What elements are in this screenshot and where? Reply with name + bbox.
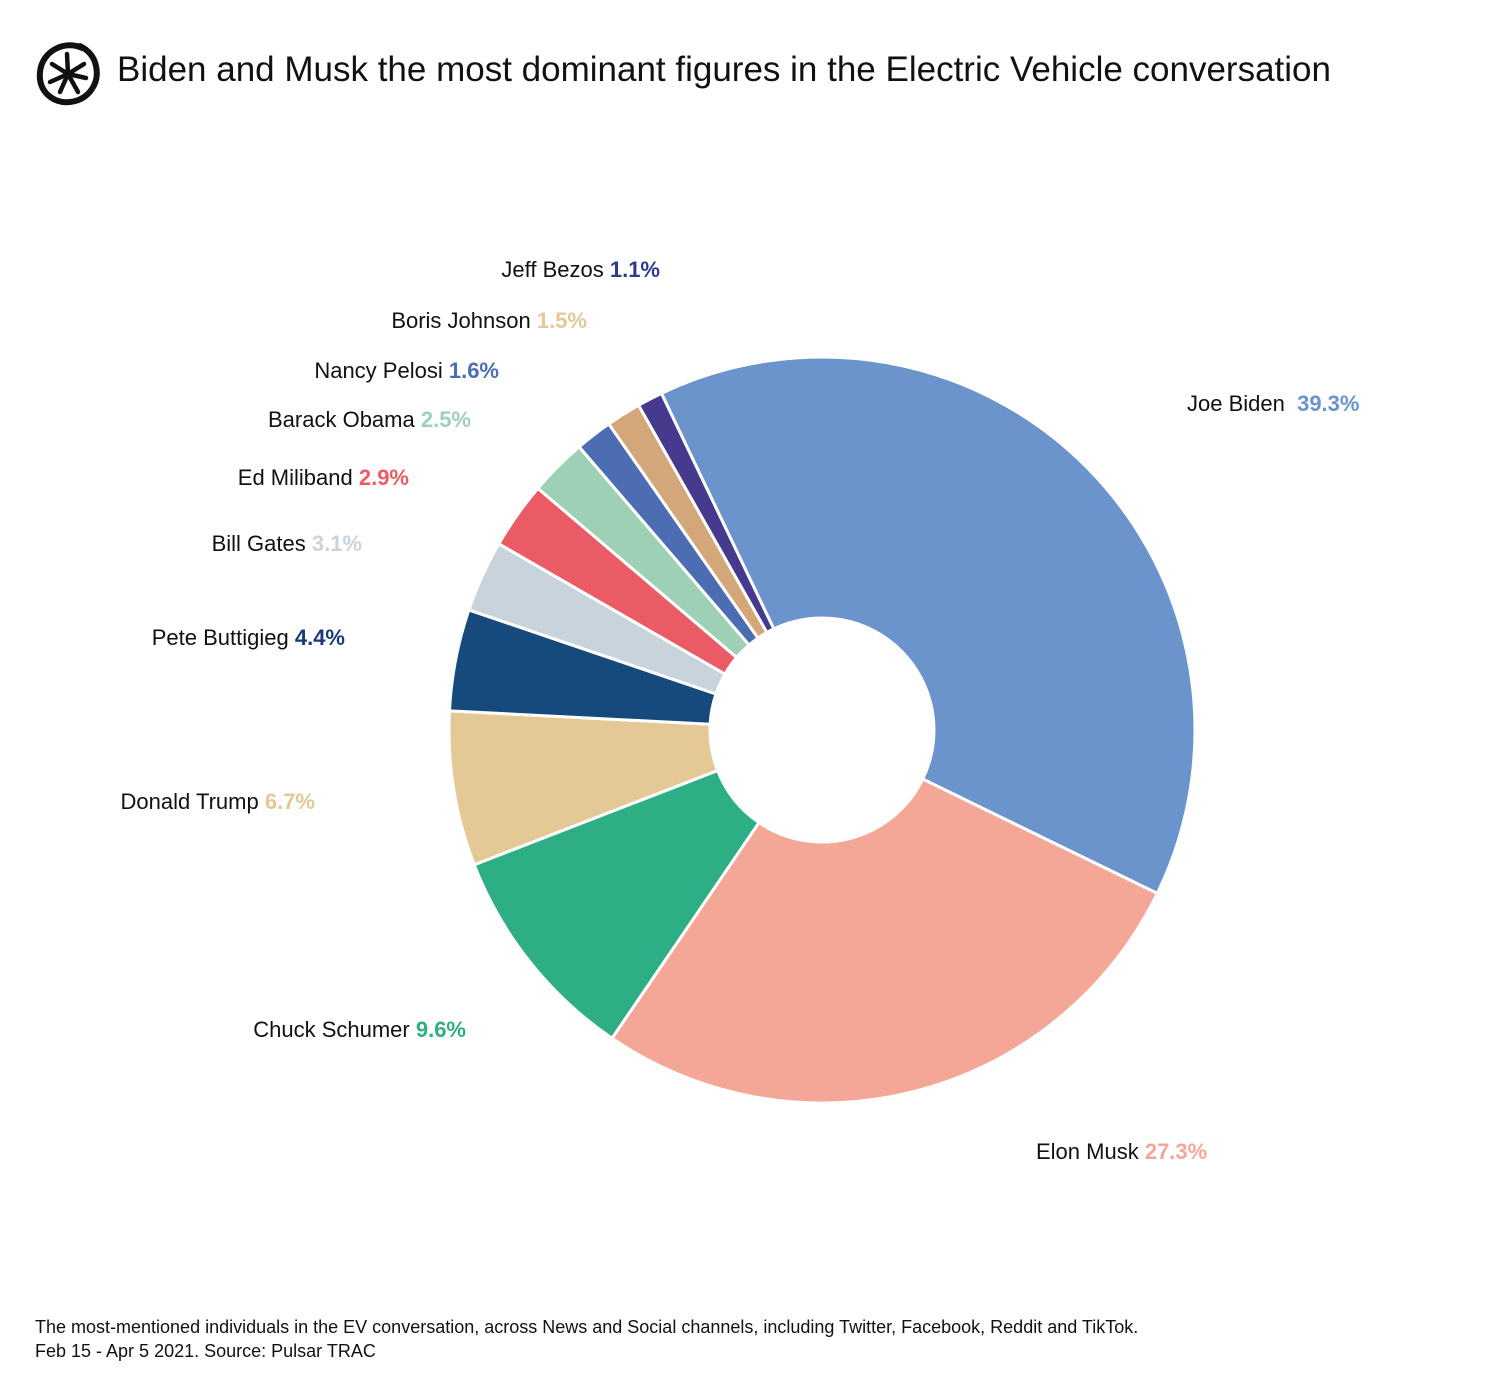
data-label-joe-biden: Joe Biden 39.3% xyxy=(1187,391,1359,417)
label-name: Ed Miliband xyxy=(237,465,359,490)
label-name: Chuck Schumer xyxy=(253,1017,416,1042)
label-name: Elon Musk xyxy=(1036,1139,1145,1164)
label-value: 3.1% xyxy=(311,531,362,556)
label-name: Bill Gates xyxy=(211,531,312,556)
pulsar-logo-icon xyxy=(36,42,100,106)
label-value: 39.3% xyxy=(1297,391,1360,416)
label-value: 4.4% xyxy=(294,625,345,650)
label-value: 9.6% xyxy=(415,1017,466,1042)
data-label-donald-trump: Donald Trump 6.7% xyxy=(121,789,315,815)
label-value: 1.1% xyxy=(609,257,660,282)
data-label-bill-gates: Bill Gates 3.1% xyxy=(212,531,362,557)
data-label-chuck-schumer: Chuck Schumer 9.6% xyxy=(253,1017,466,1043)
data-label-boris-johnson: Boris Johnson 1.5% xyxy=(391,308,587,334)
data-label-elon-musk: Elon Musk 27.3% xyxy=(1036,1139,1207,1165)
label-name: Nancy Pelosi xyxy=(314,358,449,383)
label-name: Pete Buttigieg xyxy=(151,625,295,650)
data-label-jeff-bezos: Jeff Bezos 1.1% xyxy=(501,257,660,283)
label-name: Boris Johnson xyxy=(391,308,537,333)
data-label-pete-buttigieg: Pete Buttigieg 4.4% xyxy=(152,625,345,651)
label-value: 2.9% xyxy=(358,465,409,490)
label-name: Jeff Bezos xyxy=(501,257,610,282)
footer-source: Feb 15 - Apr 5 2021. Source: Pulsar TRAC xyxy=(35,1341,376,1361)
label-value: 27.3% xyxy=(1144,1139,1208,1164)
data-label-nancy-pelosi: Nancy Pelosi 1.6% xyxy=(314,358,499,384)
slice-jeff-bezos xyxy=(636,391,776,635)
data-label-barack-obama: Barack Obama 2.5% xyxy=(268,407,471,433)
slice-elon-musk xyxy=(609,777,1160,1105)
footer-note: The most-mentioned individuals in the EV… xyxy=(35,1315,1138,1363)
label-value: 2.5% xyxy=(420,407,471,432)
slice-joe-biden xyxy=(659,355,1197,896)
label-value: 6.7% xyxy=(264,789,315,814)
label-name: Joe Biden xyxy=(1187,391,1298,416)
label-name: Barack Obama xyxy=(268,407,421,432)
footer-description: The most-mentioned individuals in the EV… xyxy=(35,1317,1139,1337)
chart-title: Biden and Musk the most dominant figures… xyxy=(117,50,1331,89)
label-name: Donald Trump xyxy=(120,789,265,814)
label-value: 1.5% xyxy=(536,308,587,333)
label-value: 1.6% xyxy=(448,358,499,383)
data-label-ed-miliband: Ed Miliband 2.9% xyxy=(238,465,409,491)
